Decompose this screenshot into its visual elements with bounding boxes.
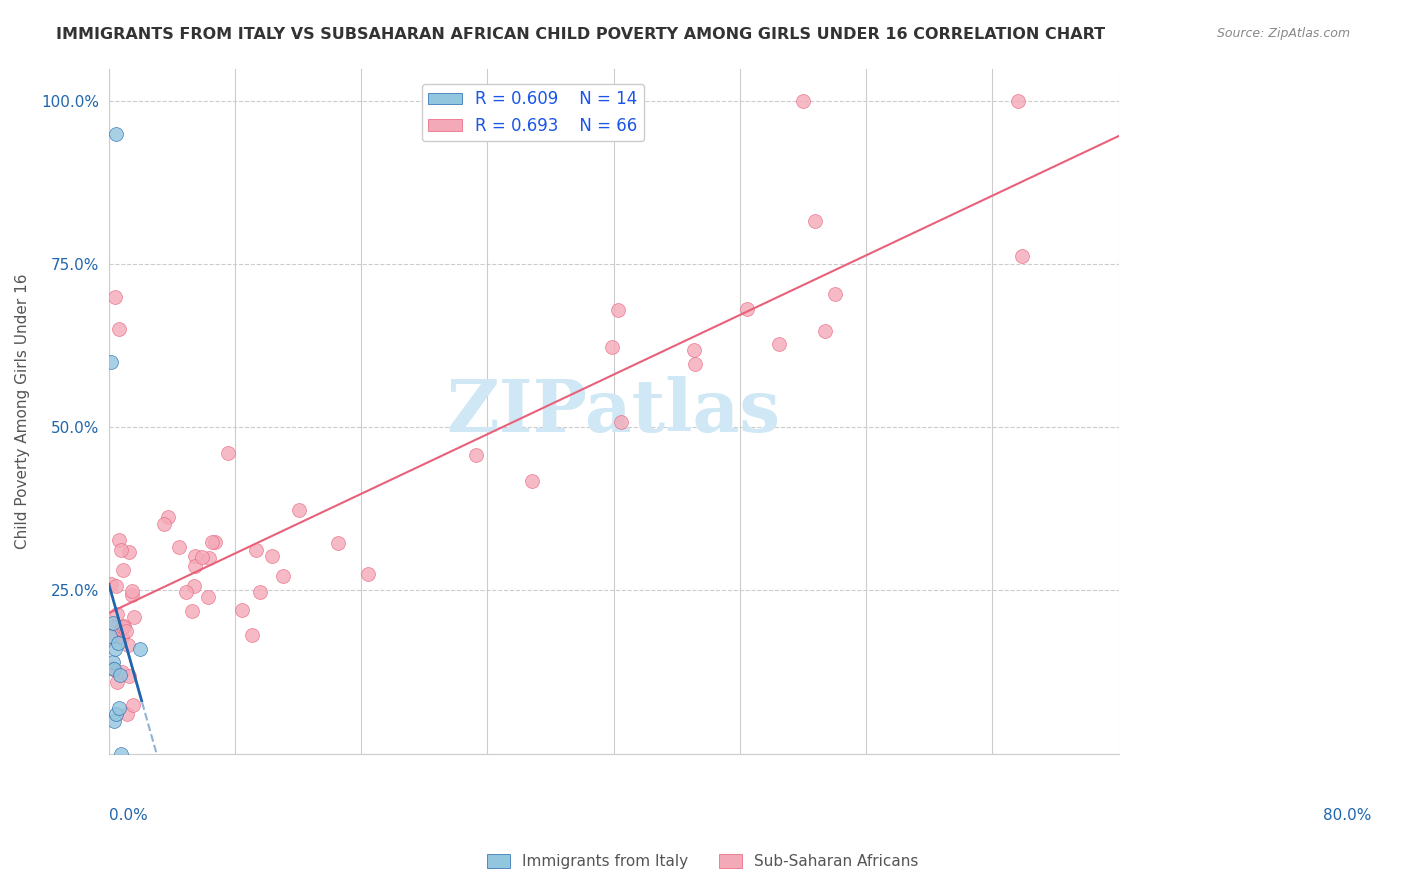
Point xyxy=(108,668,131,682)
Point xyxy=(607,302,630,317)
Point xyxy=(101,661,124,675)
Point xyxy=(204,534,226,549)
Point xyxy=(105,675,128,690)
Point xyxy=(1011,249,1033,263)
Text: IMMIGRANTS FROM ITALY VS SUBSAHARAN AFRICAN CHILD POVERTY AMONG GIRLS UNDER 16 C: IMMIGRANTS FROM ITALY VS SUBSAHARAN AFRI… xyxy=(56,27,1105,42)
Point xyxy=(110,747,132,761)
Point xyxy=(103,662,125,676)
Point xyxy=(111,630,134,644)
Point xyxy=(103,655,125,669)
Point xyxy=(101,615,124,630)
Point xyxy=(110,622,132,636)
Point xyxy=(465,448,488,462)
Point xyxy=(108,701,131,715)
Point xyxy=(249,584,271,599)
Point xyxy=(105,127,128,141)
Point xyxy=(181,604,204,618)
Point xyxy=(683,343,706,358)
Point xyxy=(814,324,837,338)
Text: Source: ZipAtlas.com: Source: ZipAtlas.com xyxy=(1216,27,1350,40)
Point xyxy=(201,535,224,549)
Point xyxy=(110,630,132,644)
Point xyxy=(111,665,134,679)
Point xyxy=(122,610,145,624)
Point xyxy=(602,340,624,354)
Point xyxy=(197,590,219,604)
Point xyxy=(231,603,253,617)
Point xyxy=(103,714,125,728)
Text: 0.0%: 0.0% xyxy=(108,808,148,823)
Point xyxy=(183,579,205,593)
Point xyxy=(104,642,127,657)
Point xyxy=(118,545,141,559)
Point xyxy=(768,336,790,351)
Point xyxy=(101,620,124,634)
Point xyxy=(156,510,179,524)
Point xyxy=(117,639,139,653)
Point xyxy=(100,630,122,644)
Point xyxy=(129,642,152,657)
Point xyxy=(804,214,827,228)
Point xyxy=(105,707,128,722)
Legend: R = 0.609    N = 14, R = 0.693    N = 66: R = 0.609 N = 14, R = 0.693 N = 66 xyxy=(422,84,644,141)
Point xyxy=(169,540,191,554)
Point xyxy=(735,302,758,317)
Text: ZIPatlas: ZIPatlas xyxy=(447,376,780,447)
Point xyxy=(115,624,138,639)
Point xyxy=(108,322,131,336)
Point xyxy=(122,698,145,713)
Point xyxy=(104,579,127,593)
Point xyxy=(108,533,131,548)
Point xyxy=(121,584,143,599)
Point xyxy=(198,551,221,566)
Point xyxy=(117,707,139,722)
Point xyxy=(271,569,294,583)
Point xyxy=(105,607,128,621)
Point xyxy=(217,446,239,460)
Point xyxy=(100,355,122,369)
Point xyxy=(520,475,543,489)
Point xyxy=(118,668,141,682)
Point xyxy=(1007,94,1029,108)
Point xyxy=(112,563,135,577)
Point xyxy=(683,357,706,371)
Point xyxy=(288,503,311,517)
Point xyxy=(111,620,134,634)
Text: 80.0%: 80.0% xyxy=(1323,808,1371,823)
Point xyxy=(107,635,129,649)
Point xyxy=(152,517,174,532)
Point xyxy=(260,549,283,563)
Y-axis label: Child Poverty Among Girls Under 16: Child Poverty Among Girls Under 16 xyxy=(15,273,30,549)
Point xyxy=(191,549,214,564)
Point xyxy=(174,585,197,599)
Point xyxy=(240,628,263,642)
Point xyxy=(792,94,814,108)
Point xyxy=(121,588,143,602)
Legend: Immigrants from Italy, Sub-Saharan Africans: Immigrants from Italy, Sub-Saharan Afric… xyxy=(481,848,925,875)
Point xyxy=(184,558,207,573)
Point xyxy=(328,535,350,549)
Point xyxy=(104,290,127,304)
Point xyxy=(100,577,122,591)
Point xyxy=(98,629,121,643)
Point xyxy=(245,543,267,558)
Point xyxy=(110,542,132,557)
Point xyxy=(103,662,125,676)
Point xyxy=(610,415,633,429)
Point xyxy=(824,287,846,301)
Point xyxy=(184,549,207,564)
Point xyxy=(357,566,380,581)
Point xyxy=(114,619,136,633)
